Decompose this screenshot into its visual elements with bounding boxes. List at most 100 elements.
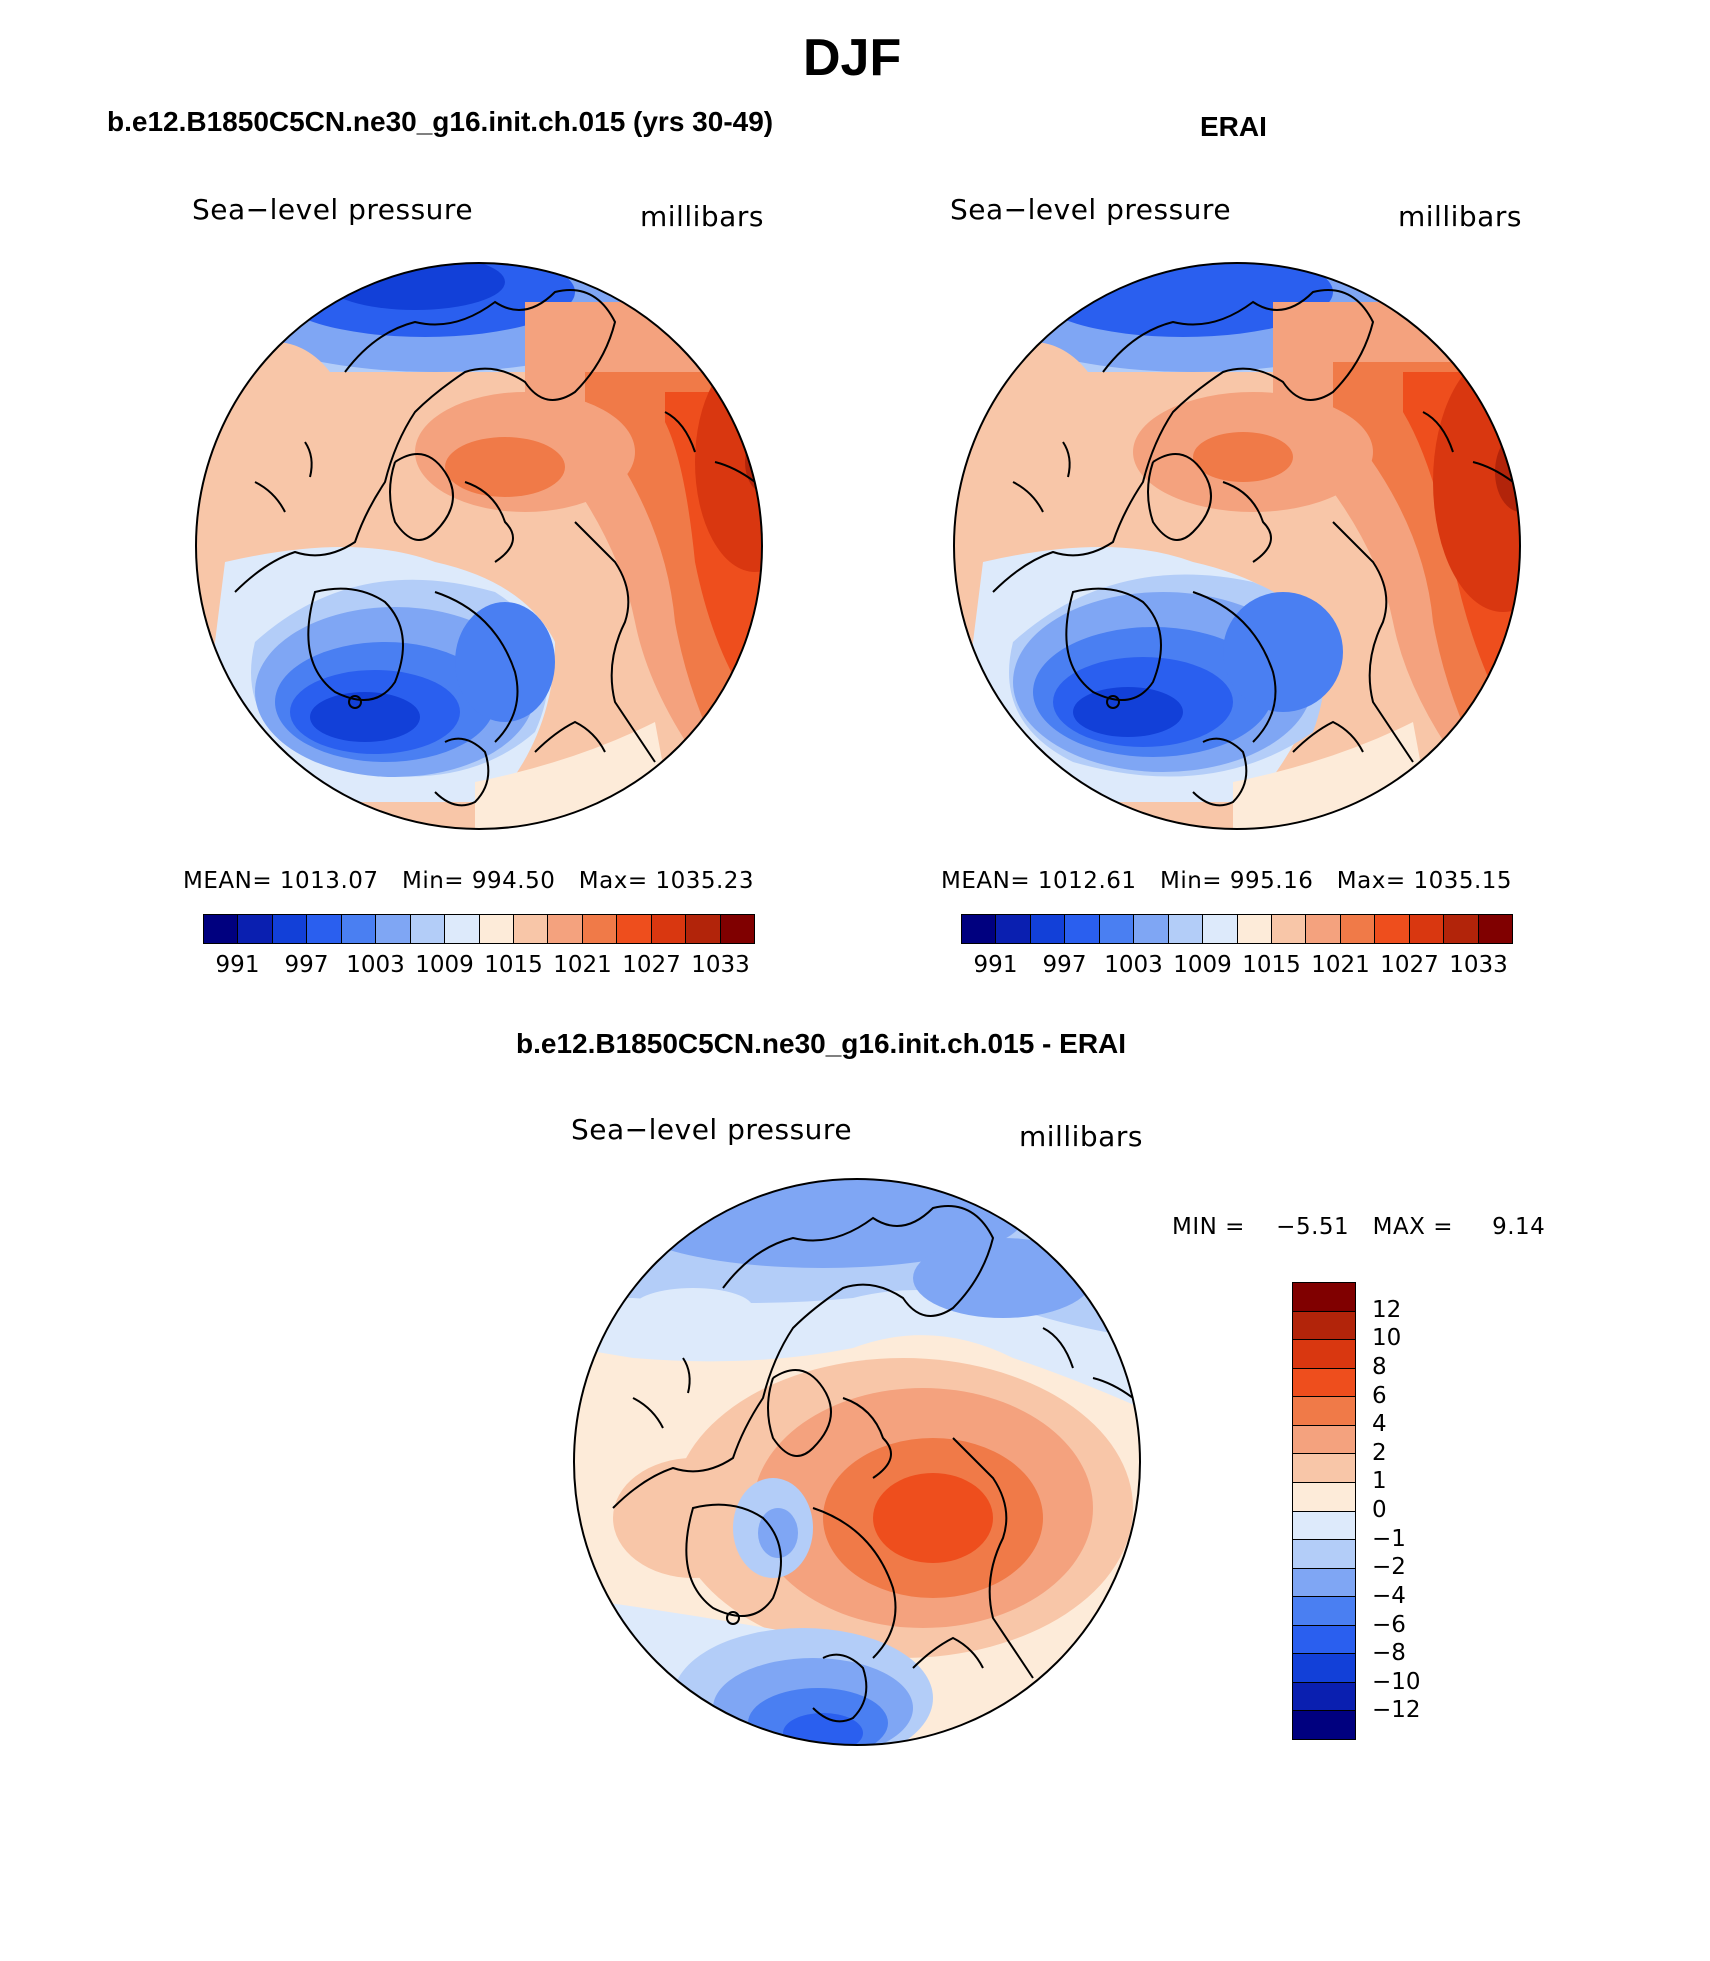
panel2-colorbar-swatch	[1444, 915, 1479, 943]
panel1-colorbar-swatch	[513, 915, 549, 943]
panel1-colorbar-swatch	[410, 915, 446, 943]
panel3-colorbar-swatch	[1293, 1425, 1355, 1455]
panel2-colorbar-swatch	[1065, 915, 1100, 943]
panel1-colorbar-swatch	[479, 915, 514, 943]
panel1-colorbar-swatch	[238, 915, 273, 943]
panel1-colorbar-tick-label: 1015	[484, 952, 543, 978]
panel1-colorbar	[203, 914, 755, 944]
panel2-colorbar-swatch	[1099, 915, 1135, 943]
panel3-colorbar-tick-label: −6	[1372, 1611, 1406, 1638]
panel3-units-label: millibars	[1019, 1120, 1143, 1153]
panel2-mean-label: MEAN=	[941, 868, 1031, 894]
panel1-mean-value: 1013.07	[279, 868, 379, 894]
panel3-colorbar-tick-label: 8	[1372, 1353, 1387, 1380]
panel3-colorbar-tick-label: 1	[1372, 1468, 1387, 1495]
panel1-heading: b.e12.B1850C5CN.ne30_g16.init.ch.015 (yr…	[107, 106, 774, 137]
panel2-colorbar-swatch	[1478, 915, 1512, 943]
panel3-colorbar-tick-label: 0	[1372, 1497, 1387, 1523]
panel2-colorbar-tick-label: 991	[973, 952, 1018, 978]
panel2-max-label: Max=	[1336, 868, 1406, 894]
panel2-colorbar-swatch	[1030, 915, 1066, 943]
panel3-colorbar-tick-label: −4	[1372, 1582, 1406, 1609]
panel2-colorbar-swatch	[962, 915, 997, 943]
panel1-colorbar-swatch	[307, 915, 342, 943]
panel1-colorbar-swatch	[617, 915, 652, 943]
panel1-colorbar-tick-label: 1009	[415, 952, 474, 978]
panel2-colorbar-swatch	[1237, 915, 1272, 943]
panel1-mean-label: MEAN=	[183, 868, 273, 894]
panel1-colorbar-labels: 991 997 1003 1009 1015 1021 1027 1033	[203, 952, 755, 980]
panel1-units-label: millibars	[640, 200, 764, 233]
panel1-colorbar-tick-label: 1021	[553, 952, 612, 978]
panel3-max-value: 9.14	[1492, 1214, 1546, 1240]
panel3-colorbar-labels: 12 10 8 6 4 2 1 0 −1 −2 −4 −6 −8 −10 −12	[1372, 1282, 1452, 1740]
panel3-variable-label: Sea−level pressure	[571, 1113, 853, 1146]
panel2-colorbar-swatch	[1203, 915, 1238, 943]
panel2-colorbar-swatch	[1340, 915, 1376, 943]
panel1-colorbar-swatch	[720, 915, 754, 943]
panel1-max-label: Max=	[578, 868, 648, 894]
panel1-colorbar-swatch	[204, 915, 239, 943]
figure-title: DJF	[803, 29, 902, 87]
panel1-colorbar-tick-label: 1003	[346, 952, 405, 978]
panel3-colorbar-swatch	[1293, 1540, 1355, 1569]
panel3-colorbar-tick-label: 4	[1372, 1411, 1387, 1438]
panel3-min-value: −5.51	[1276, 1214, 1350, 1240]
panel3-colorbar-swatch	[1293, 1454, 1355, 1483]
panel2-colorbar-tick-label: 1021	[1311, 952, 1370, 978]
panel2-colorbar-labels: 991 997 1003 1009 1015 1021 1027 1033	[961, 952, 1513, 980]
panel1-stats: MEAN= 1013.07 Min= 994.50 Max= 1035.23	[183, 868, 754, 894]
panel3-colorbar-tick-label: −8	[1372, 1640, 1406, 1667]
panel1-variable-label: Sea−level pressure	[192, 193, 474, 226]
panel3-colorbar-swatch	[1293, 1311, 1355, 1341]
panel2-colorbar-swatch	[1134, 915, 1169, 943]
panel2-colorbar-swatch	[1409, 915, 1445, 943]
panel2-colorbar-tick-label: 1009	[1173, 952, 1232, 978]
panel1-colorbar-swatch	[376, 915, 411, 943]
panel3-colorbar-swatch	[1293, 1654, 1355, 1683]
panel2-min-value: 995.16	[1229, 868, 1314, 894]
panel3-colorbar-tick-label: −12	[1372, 1697, 1421, 1724]
panel3-colorbar-swatch	[1293, 1283, 1355, 1312]
panel1-colorbar-tick-label: 991	[215, 952, 260, 978]
panel3-colorbar-swatch	[1293, 1568, 1355, 1598]
panel2-heading: ERAI	[1200, 111, 1267, 142]
panel3-colorbar-swatch	[1293, 1368, 1355, 1398]
panel2-colorbar-swatch	[1306, 915, 1341, 943]
panel3-colorbar-swatch	[1293, 1340, 1355, 1369]
panel1-max-value: 1035.23	[655, 868, 755, 894]
panel2-min-label: Min=	[1159, 868, 1223, 894]
panel3-colorbar-tick-label: 6	[1372, 1382, 1387, 1409]
panel2-colorbar-tick-label: 1033	[1449, 952, 1508, 978]
panel1-colorbar-swatch	[548, 915, 583, 943]
panel3-heading: b.e12.B1850C5CN.ne30_g16.init.ch.015 - E…	[516, 1028, 1127, 1059]
panel1-colorbar-swatch	[341, 915, 377, 943]
panel1-colorbar-tick-label: 997	[284, 952, 329, 978]
panel3-colorbar-tick-label: 2	[1372, 1439, 1387, 1466]
panel2-colorbar-swatch	[1375, 915, 1410, 943]
panel2-max-value: 1035.15	[1413, 868, 1513, 894]
panel3-colorbar	[1292, 1282, 1356, 1740]
panel3-colorbar-swatch	[1293, 1682, 1355, 1712]
panel2-colorbar-tick-label: 997	[1042, 952, 1087, 978]
panel1-colorbar-swatch	[272, 915, 308, 943]
panel1-min-label: Min=	[401, 868, 465, 894]
panel1-colorbar-tick-label: 1027	[622, 952, 681, 978]
panel1-colorbar-swatch	[651, 915, 687, 943]
panel3-colorbar-tick-label: 10	[1372, 1325, 1402, 1352]
panel1-polar-map	[195, 262, 763, 830]
panel2-units-label: millibars	[1398, 200, 1522, 233]
panel3-colorbar-tick-label: 12	[1372, 1296, 1402, 1323]
panel2-colorbar-swatch	[996, 915, 1031, 943]
panel2-variable-label: Sea−level pressure	[950, 193, 1232, 226]
panel2-colorbar-tick-label: 1003	[1104, 952, 1163, 978]
panel3-colorbar-tick-label: −2	[1372, 1554, 1406, 1581]
panel3-colorbar-swatch	[1293, 1482, 1355, 1512]
panel1-colorbar-swatch	[582, 915, 618, 943]
panel2-colorbar-tick-label: 1027	[1380, 952, 1439, 978]
panel3-colorbar-swatch	[1293, 1511, 1355, 1541]
panel1-colorbar-tick-label: 1033	[691, 952, 750, 978]
panel2-colorbar	[961, 914, 1513, 944]
panel3-colorbar-swatch	[1293, 1597, 1355, 1626]
panel2-polar-map	[953, 262, 1521, 830]
